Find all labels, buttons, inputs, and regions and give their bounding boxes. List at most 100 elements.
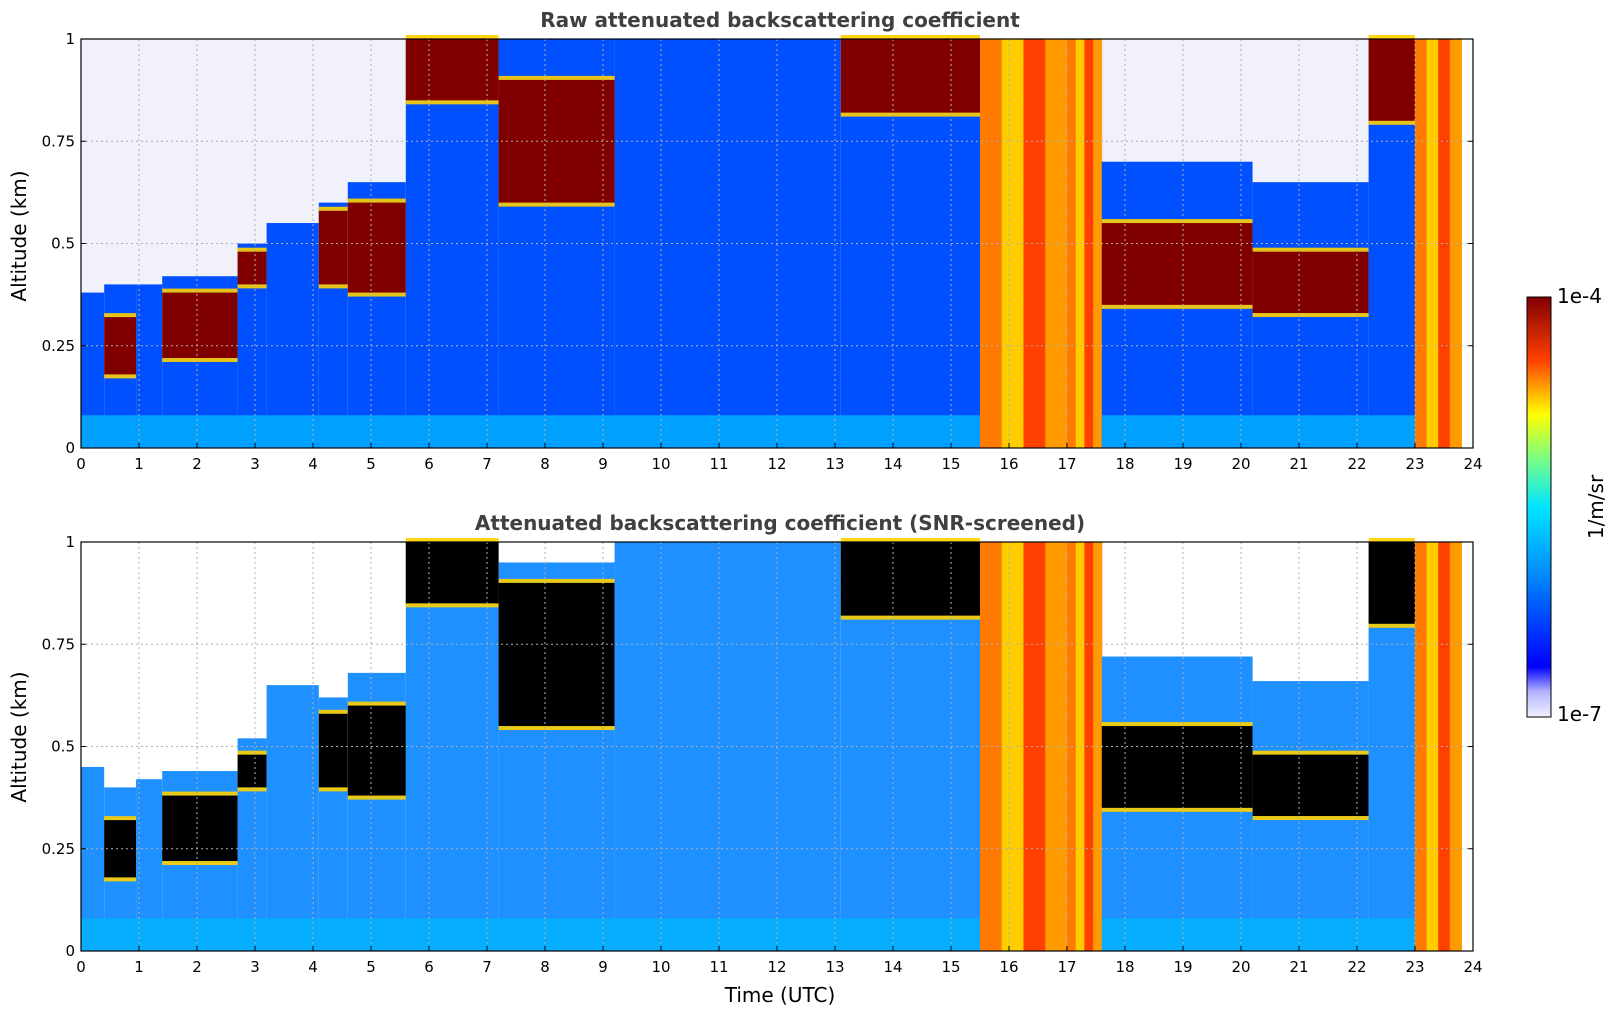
x-tick-label: 21 — [1289, 455, 1308, 473]
surface-band — [1368, 415, 1415, 448]
noise-region — [318, 39, 348, 203]
aerosol-layer — [1368, 79, 1415, 449]
colorbar: 1e-4 1e-7 1/m/sr — [1526, 284, 1608, 726]
colorbar-unit-label: 1/m/sr — [1584, 474, 1608, 539]
x-tick-label: 22 — [1347, 455, 1366, 473]
cloud-core — [840, 542, 980, 616]
y-tick-label: 0.5 — [51, 235, 75, 253]
cloud-core — [162, 292, 238, 359]
noise-region — [81, 39, 105, 293]
noise-region — [104, 39, 137, 285]
surface-band — [104, 918, 137, 951]
x-axis-label: Time (UTC) — [724, 983, 836, 1007]
cloud-core — [237, 251, 267, 285]
cloud-core — [1252, 251, 1369, 314]
fog-band — [1023, 542, 1046, 951]
surface-band — [614, 415, 841, 448]
cloud-core — [162, 795, 238, 862]
screened-backscatter-panel: Attenuated backscattering coefficient (S… — [7, 511, 1483, 1007]
cloud-core — [104, 820, 137, 878]
x-tick-label: 6 — [424, 455, 434, 473]
x-tick-label: 0 — [76, 958, 86, 976]
cloud-core — [1368, 39, 1415, 121]
plot-frame — [80, 38, 1474, 449]
fog-band — [1075, 39, 1085, 448]
x-tick-label: 3 — [250, 958, 260, 976]
x-tick-label: 15 — [941, 455, 960, 473]
x-tick-label: 16 — [999, 958, 1018, 976]
aerosol-layer — [266, 685, 319, 951]
y-tick-label: 1 — [65, 533, 75, 551]
surface-band — [498, 918, 615, 951]
fog-band — [1075, 542, 1085, 951]
surface-band — [136, 415, 163, 448]
surface-band — [266, 918, 319, 951]
cloud-core — [840, 39, 980, 113]
surface-band — [1252, 415, 1369, 448]
x-tick-label: 12 — [767, 455, 786, 473]
surface-band — [318, 918, 348, 951]
noise-region — [1101, 39, 1253, 162]
surface-band — [162, 415, 238, 448]
x-tick-label: 17 — [1057, 455, 1076, 473]
fog-band — [1438, 542, 1451, 951]
surface-band — [81, 918, 105, 951]
plot-area: 0 1 2 3 4 5 6 7 8 9 10 11 12 13 14 15 16 17 18 19 20 21 22 23 24… — [42, 30, 1483, 473]
x-tick-label: 4 — [308, 455, 318, 473]
x-tick-label: 8 — [540, 958, 550, 976]
cloud-core — [1101, 726, 1253, 808]
cloud-core — [1101, 223, 1253, 305]
cloud-core — [237, 754, 267, 788]
x-tick-label: 22 — [1347, 958, 1366, 976]
x-tick-label: 19 — [1173, 958, 1192, 976]
x-tick-label: 10 — [651, 958, 670, 976]
cloud-core — [1252, 754, 1369, 817]
cloud-core — [1368, 542, 1415, 624]
x-tick-label: 19 — [1173, 455, 1192, 473]
y-tick-label: 0.25 — [42, 337, 75, 355]
x-tick-label: 21 — [1289, 958, 1308, 976]
surface-band — [614, 918, 841, 951]
surface-band — [840, 415, 980, 448]
surface-band — [498, 415, 615, 448]
surface-band — [1252, 918, 1369, 951]
surface-band — [104, 415, 137, 448]
aerosol-layer — [81, 766, 105, 951]
plot-frame — [80, 541, 1474, 952]
surface-band — [347, 415, 406, 448]
x-tick-label: 24 — [1463, 958, 1482, 976]
surface-band — [405, 415, 499, 448]
surface-band — [840, 918, 980, 951]
colorbar-min-label: 1e-7 — [1557, 702, 1602, 726]
x-tick-label: 11 — [709, 455, 728, 473]
surface-band — [1101, 918, 1253, 951]
aerosol-layer — [266, 223, 319, 448]
x-tick-label: 4 — [308, 958, 318, 976]
x-tick-label: 2 — [192, 455, 202, 473]
noise-region — [1252, 39, 1369, 183]
x-tick-label: 8 — [540, 455, 550, 473]
cloud-core — [405, 39, 499, 101]
surface-band — [405, 918, 499, 951]
chart-title: Attenuated backscattering coefficient (S… — [475, 511, 1085, 535]
x-tick-label: 20 — [1231, 455, 1250, 473]
surface-band — [1101, 415, 1253, 448]
x-tick-label: 16 — [999, 455, 1018, 473]
surface-band — [136, 918, 163, 951]
x-tick-label: 18 — [1115, 455, 1134, 473]
surface-band — [237, 415, 267, 448]
surface-band — [347, 918, 406, 951]
fog-band — [1084, 542, 1094, 951]
colorbar-gradient — [1526, 296, 1552, 718]
cloud-core — [318, 713, 348, 788]
y-axis-label: Altitude (km) — [7, 671, 31, 802]
noise-region — [266, 39, 319, 224]
chart-title: Raw attenuated backscattering coefficien… — [540, 8, 1020, 32]
fog-band — [1023, 39, 1046, 448]
x-tick-label: 1 — [134, 455, 144, 473]
x-tick-label: 14 — [883, 958, 902, 976]
x-tick-label: 7 — [482, 958, 492, 976]
x-tick-label: 12 — [767, 958, 786, 976]
x-tick-label: 1 — [134, 958, 144, 976]
